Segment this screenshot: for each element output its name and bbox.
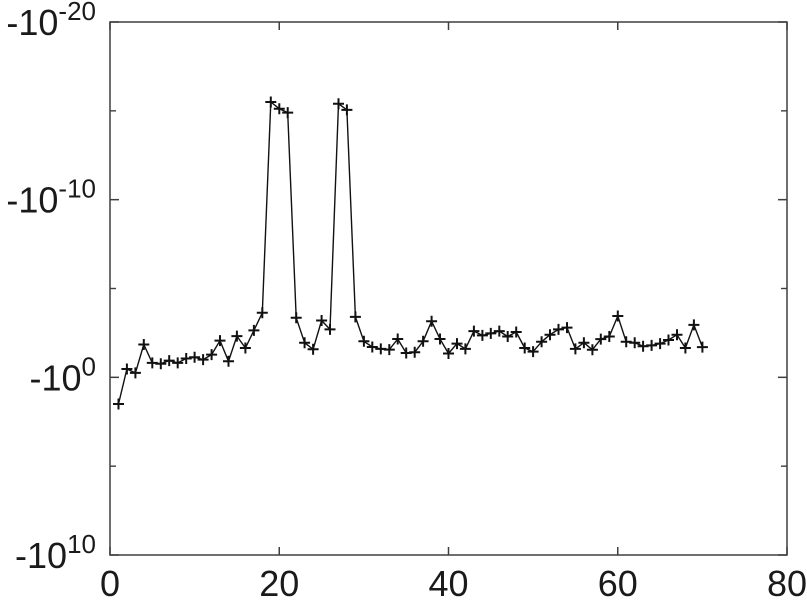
y-tick-label-0: -10-20 (6, 0, 96, 43)
x-tick-label-4: 80 (767, 563, 807, 600)
y-tick-label-1: -10-10 (6, 174, 96, 221)
x-axis: 0 20 40 60 80 (100, 22, 807, 600)
axes: 0 20 40 60 80 -10-20 -10-10 -100 -1010 (6, 0, 807, 600)
x-tick-label-1: 20 (259, 563, 299, 600)
x-tick-label-3: 60 (598, 563, 638, 600)
data-series (113, 96, 708, 410)
x-tick-label-2: 40 (428, 563, 468, 600)
plus-markers (113, 96, 708, 410)
y-tick-label-2: -100 (30, 351, 97, 398)
y-tick-label-3: -1010 (15, 529, 96, 576)
axis-box (109, 21, 788, 556)
x-tick-label-0: 0 (100, 563, 120, 600)
y-axis: -10-20 -10-10 -100 -1010 (6, 0, 787, 576)
